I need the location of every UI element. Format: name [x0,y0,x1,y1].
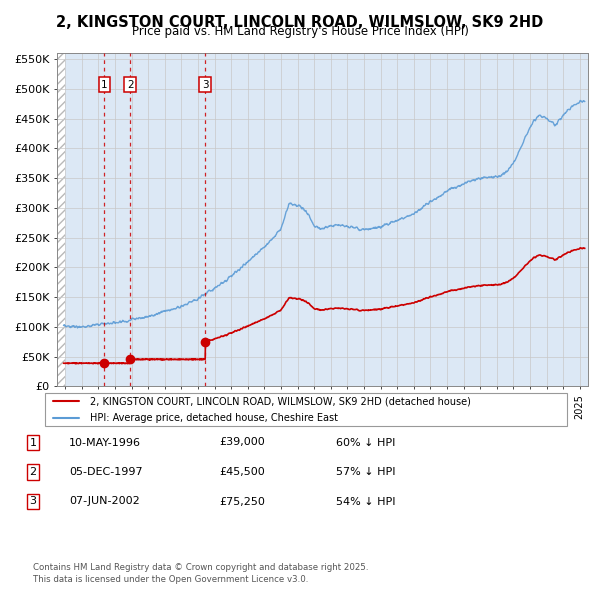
Text: 2, KINGSTON COURT, LINCOLN ROAD, WILMSLOW, SK9 2HD: 2, KINGSTON COURT, LINCOLN ROAD, WILMSLO… [56,15,544,30]
Text: 2: 2 [29,467,37,477]
Text: 1: 1 [29,438,37,447]
Text: 05-DEC-1997: 05-DEC-1997 [69,467,143,477]
Text: 2: 2 [127,80,134,90]
Text: 10-MAY-1996: 10-MAY-1996 [69,438,141,447]
Text: 1: 1 [101,80,108,90]
Text: 3: 3 [29,497,37,506]
Text: 07-JUN-2002: 07-JUN-2002 [69,497,140,506]
Text: HPI: Average price, detached house, Cheshire East: HPI: Average price, detached house, Ches… [89,413,338,423]
Text: 57% ↓ HPI: 57% ↓ HPI [336,467,395,477]
Text: 54% ↓ HPI: 54% ↓ HPI [336,497,395,506]
Text: Contains HM Land Registry data © Crown copyright and database right 2025.
This d: Contains HM Land Registry data © Crown c… [33,563,368,584]
Text: £45,500: £45,500 [219,467,265,477]
Text: 60% ↓ HPI: 60% ↓ HPI [336,438,395,447]
Text: £39,000: £39,000 [219,438,265,447]
FancyBboxPatch shape [44,393,568,426]
Text: £75,250: £75,250 [219,497,265,506]
Text: 3: 3 [202,80,208,90]
Text: 2, KINGSTON COURT, LINCOLN ROAD, WILMSLOW, SK9 2HD (detached house): 2, KINGSTON COURT, LINCOLN ROAD, WILMSLO… [89,396,470,406]
Text: Price paid vs. HM Land Registry's House Price Index (HPI): Price paid vs. HM Land Registry's House … [131,25,469,38]
